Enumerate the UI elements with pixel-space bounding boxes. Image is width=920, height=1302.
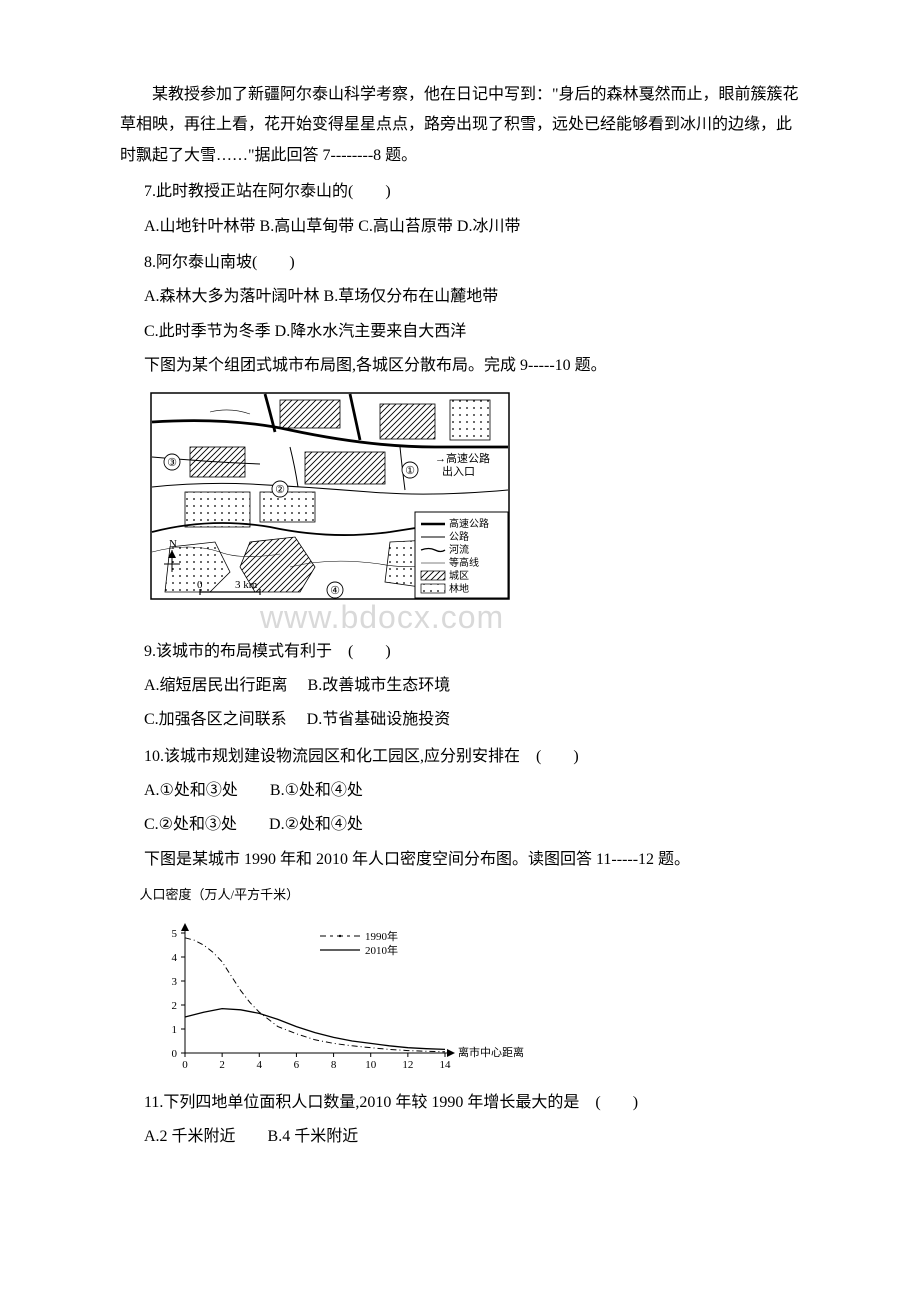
legend-contour: 等高线 [449,556,479,569]
question-10: 10.该城市规划建设物流园区和化工园区,应分别安排在 ( ) [120,742,800,772]
svg-text:10: 10 [365,1059,377,1071]
question-10-options-b: C.②处和③处 D.②处和④处 [120,810,800,840]
svg-text:3: 3 [172,976,178,988]
map-exit-label-1: →高速公路 [435,451,490,465]
legend-2010: 2010年 [365,943,398,957]
svg-text:4: 4 [257,1059,263,1071]
city-map-svg: ① ② ③ ④ →高速公路 出入口 N 0 3 km 高速公路 [150,392,510,627]
compass-n: N [169,538,177,550]
svg-text:14: 14 [440,1059,452,1071]
legend-1990: 1990年 [365,929,398,943]
question-8-options-b: C.此时季节为冬季 D.降水水汽主要来自大西洋 [120,317,800,347]
legend-forest: 林地 [449,582,469,595]
legend-highway: 高速公路 [449,517,489,530]
svg-text:0: 0 [172,1048,178,1060]
question-7: 7.此时教授正站在阿尔泰山的( ) [120,177,800,207]
svg-text:12: 12 [402,1059,413,1071]
legend-river: 河流 [449,543,469,556]
question-11-options-a: A.2 千米附近 B.4 千米附近 [120,1122,800,1152]
svg-text:0: 0 [182,1059,188,1071]
scale-0: 0 [197,579,203,591]
question-7-options: A.山地针叶林带 B.高山草甸带 C.高山苔原带 D.冰川带 [120,212,800,242]
map-label-4: ④ [330,585,340,597]
map-exit-label-2: 出入口 [442,464,475,478]
question-8: 8.阿尔泰山南坡( ) [120,248,800,278]
svg-text:2: 2 [172,1000,178,1012]
passage-3: 下图是某城市 1990 年和 2010 年人口密度空间分布图。读图回答 11--… [120,845,800,875]
svg-text:5: 5 [172,928,178,940]
question-9-options-b: C.加强各区之间联系 D.节省基础设施投资 [120,705,800,735]
scale-3: 3 km [235,579,258,591]
density-chart-svg: 012345 02468101214 离市中心距离（千米） 1990年 2010… [150,918,530,1078]
density-chart-figure: 012345 02468101214 离市中心距离（千米） 1990年 2010… [150,918,800,1078]
chart-xlabel: 离市中心距离（千米） [458,1045,530,1059]
chart-title: 人口密度（万人/平方千米） [120,883,800,908]
question-9-options-a: A.缩短居民出行距离 B.改善城市生态环境 [120,671,800,701]
map-label-1: ① [405,465,415,477]
city-map-figure: ① ② ③ ④ →高速公路 出入口 N 0 3 km 高速公路 [150,392,800,627]
question-8-options-a: A.森林大多为落叶阔叶林 B.草场仅分布在山麓地带 [120,282,800,312]
question-10-options-a: A.①处和③处 B.①处和④处 [120,776,800,806]
passage-2: 下图为某个组团式城市布局图,各城区分散布局。完成 9-----10 题。 [120,351,800,381]
svg-text:2: 2 [219,1059,225,1071]
map-label-3: ③ [167,457,177,469]
svg-text:8: 8 [331,1059,337,1071]
question-11: 11.下列四地单位面积人口数量,2010 年较 1990 年增长最大的是 ( ) [120,1088,800,1118]
svg-text:1: 1 [172,1024,178,1036]
svg-text:4: 4 [172,952,178,964]
svg-text:6: 6 [294,1059,300,1071]
map-label-2: ② [275,484,285,496]
passage-1: 某教授参加了新疆阿尔泰山科学考察，他在日记中写到："身后的森林戛然而止，眼前簇簇… [120,80,800,171]
question-9: 9.该城市的布局模式有利于 ( ) [120,637,800,667]
legend-urban: 城区 [449,570,469,582]
legend-road: 公路 [449,530,469,543]
